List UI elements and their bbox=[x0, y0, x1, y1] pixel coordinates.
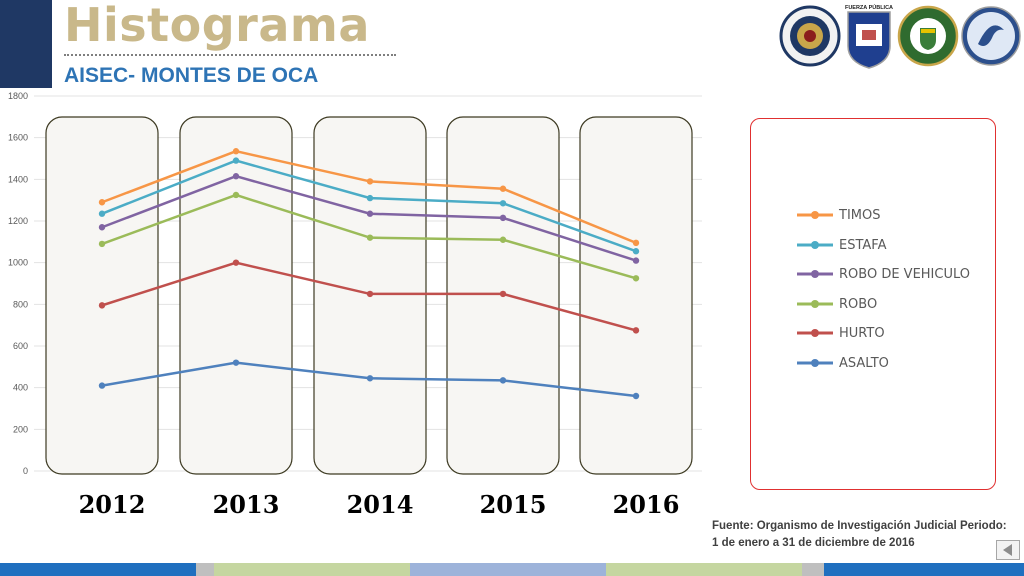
x-tick-label: 2012 bbox=[78, 490, 146, 519]
legend-swatch bbox=[797, 241, 833, 249]
data-point bbox=[98, 199, 106, 206]
aisec-logo bbox=[961, 6, 1021, 66]
data-point bbox=[98, 302, 106, 309]
series-robo bbox=[98, 191, 640, 282]
series-layer bbox=[98, 148, 640, 400]
y-tick-label: 1400 bbox=[8, 174, 28, 184]
legend-label: HURTO bbox=[839, 325, 885, 341]
data-point bbox=[632, 392, 640, 400]
legend-item: ESTAFA bbox=[797, 235, 886, 255]
category-band bbox=[45, 116, 159, 475]
y-tick-label: 400 bbox=[13, 383, 28, 393]
bottom-bar-segment bbox=[410, 563, 606, 576]
y-tick-label: 600 bbox=[13, 341, 28, 351]
page-subtitle: AISEC- MONTES DE OCA bbox=[64, 64, 319, 87]
data-point bbox=[366, 210, 374, 217]
data-point bbox=[366, 290, 374, 298]
logos-strip: FUERZA PÚBLICA bbox=[779, 4, 1021, 69]
data-point bbox=[232, 259, 240, 266]
bottom-bar-segment bbox=[606, 563, 802, 576]
legend-label: ESTAFA bbox=[839, 237, 887, 253]
data-point bbox=[499, 214, 507, 222]
legend-item: HURTO bbox=[797, 323, 885, 343]
bottom-bar-segment bbox=[802, 563, 824, 576]
series-timos bbox=[98, 148, 640, 247]
data-point bbox=[632, 275, 640, 282]
data-point bbox=[98, 224, 106, 231]
y-tick-label: 0 bbox=[23, 466, 28, 476]
series-hurto bbox=[98, 259, 640, 334]
data-point bbox=[366, 234, 374, 241]
triangle-left-icon bbox=[1003, 544, 1012, 556]
data-point bbox=[232, 191, 240, 199]
data-point bbox=[499, 290, 507, 298]
legend-item: ASALTO bbox=[797, 353, 889, 373]
data-point bbox=[232, 157, 240, 164]
legend-label: ROBO bbox=[839, 296, 878, 312]
series-estafa bbox=[98, 157, 640, 255]
y-tick-label: 1800 bbox=[8, 91, 28, 101]
data-point bbox=[366, 375, 374, 382]
y-tick-label: 800 bbox=[13, 299, 28, 309]
title-dotted-divider bbox=[64, 54, 396, 56]
legend-swatch bbox=[797, 211, 833, 219]
y-tick-label: 1000 bbox=[8, 258, 28, 268]
fuerza-publica-logo: FUERZA PÚBLICA bbox=[845, 4, 893, 69]
legend-swatch bbox=[797, 329, 833, 337]
legend-swatch bbox=[797, 300, 833, 308]
y-axis-ticks: 0 200 400 600 800 1000 1200 1400 1600 1800 bbox=[8, 91, 28, 476]
category-band bbox=[579, 116, 693, 475]
data-point bbox=[499, 185, 507, 192]
data-point bbox=[232, 359, 240, 366]
legend-item: ROBO bbox=[797, 294, 877, 314]
bottom-bar-segment bbox=[214, 563, 410, 576]
legend-swatch bbox=[797, 359, 833, 367]
header-color-block bbox=[0, 0, 52, 88]
bottom-bar-segment bbox=[0, 563, 196, 576]
data-point bbox=[632, 239, 640, 247]
source-note: Fuente: Organismo de Investigación Judic… bbox=[712, 518, 1022, 552]
data-point bbox=[98, 240, 106, 248]
data-point bbox=[499, 236, 507, 243]
data-point bbox=[499, 200, 507, 207]
series-robo-de-vehiculo bbox=[98, 173, 640, 264]
series-asalto bbox=[98, 359, 640, 400]
legend-label: ROBO DE VEHICULO bbox=[839, 266, 970, 282]
us-embassy-seal bbox=[779, 5, 841, 67]
bottom-bar-segment bbox=[824, 563, 1024, 576]
data-point bbox=[98, 382, 106, 389]
bottom-bar-segment bbox=[196, 563, 214, 576]
legend-label: TIMOS bbox=[839, 207, 881, 223]
data-point bbox=[499, 377, 507, 384]
bottom-color-bar bbox=[0, 563, 1024, 576]
y-tick-label: 1600 bbox=[8, 133, 28, 143]
data-point bbox=[632, 248, 640, 255]
x-tick-label: 2016 bbox=[612, 490, 680, 519]
x-tick-label: 2015 bbox=[479, 490, 547, 519]
previous-slide-button[interactable] bbox=[996, 540, 1020, 560]
data-point bbox=[98, 210, 106, 217]
page-title: Histograma bbox=[64, 0, 370, 52]
chart-legend: TIMOS ESTAFA ROBO DE VEHICULO ROBO HURTO ASAL… bbox=[750, 118, 996, 490]
data-point bbox=[366, 194, 374, 202]
data-point bbox=[366, 178, 374, 185]
y-tick-label: 200 bbox=[13, 424, 28, 434]
line-chart: 0 200 400 600 800 1000 1200 1400 1600 1800 bbox=[8, 91, 702, 476]
y-tick-label: 1200 bbox=[8, 216, 28, 226]
data-point bbox=[232, 173, 240, 180]
source-line-2: 1 de enero a 31 de diciembre de 2016 bbox=[712, 537, 915, 549]
x-tick-label: 2013 bbox=[212, 490, 280, 519]
legend-item: TIMOS bbox=[797, 205, 880, 225]
legend-swatch bbox=[797, 270, 833, 278]
legend-item: ROBO DE VEHICULO bbox=[797, 264, 970, 284]
data-point bbox=[632, 257, 640, 264]
x-tick-label: 2014 bbox=[346, 490, 414, 519]
data-point bbox=[232, 148, 240, 155]
fuerza-publica-text: FUERZA PÚBLICA bbox=[845, 4, 893, 11]
source-line-1: Fuente: Organismo de Investigación Judic… bbox=[712, 520, 1007, 532]
green-police-seal bbox=[897, 5, 959, 67]
data-point bbox=[632, 327, 640, 334]
legend-label: ASALTO bbox=[839, 355, 889, 371]
